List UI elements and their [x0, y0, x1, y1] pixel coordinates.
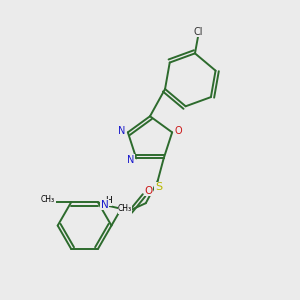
- Text: O: O: [175, 127, 182, 136]
- Text: N: N: [101, 200, 108, 210]
- Text: CH₃: CH₃: [118, 205, 132, 214]
- Text: CH₃: CH₃: [41, 195, 55, 204]
- Text: H: H: [105, 196, 112, 205]
- Text: N: N: [118, 126, 125, 136]
- Text: S: S: [155, 182, 162, 192]
- Text: Cl: Cl: [193, 27, 203, 37]
- Text: N: N: [127, 155, 135, 165]
- Text: O: O: [145, 186, 153, 196]
